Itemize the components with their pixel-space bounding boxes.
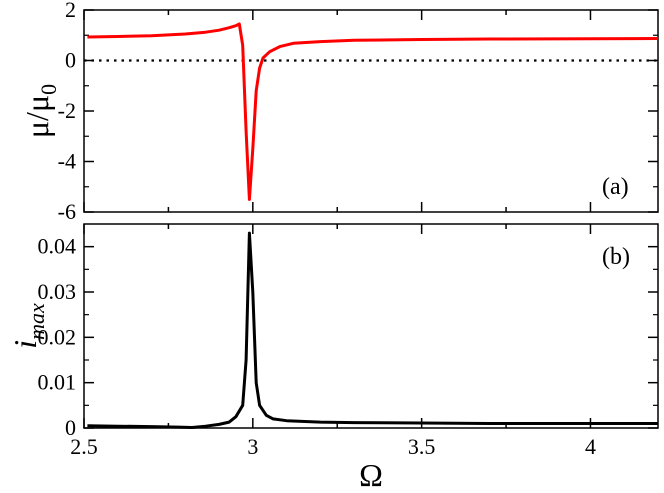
panel-a-label: (a): [602, 174, 629, 200]
x-tick-label: 3: [247, 434, 258, 459]
panel-b: 0 0.01 0.02 0.03 0.04 2.5 3 3.5 4 (b) imax Ω: [7, 223, 659, 493]
y-tick-label: -2: [58, 98, 76, 123]
panel-b-label: (b): [602, 244, 630, 270]
series-line-b-0: [87, 231, 658, 429]
y-tick-label: 0: [65, 48, 76, 73]
y-tick-label: 0.01: [38, 370, 77, 395]
x-axis-title: Ω: [359, 457, 383, 493]
panel-b-y-axis-title-sub: max: [24, 303, 49, 340]
y-tick-label: 0: [65, 415, 76, 440]
panel-b-ticks: 0 0.01 0.02 0.03 0.04 2.5 3 3.5 4: [38, 224, 658, 459]
panel-b-series: [87, 231, 658, 429]
panel-a-y-axis-title: μ/μ0: [19, 84, 61, 138]
y-tick-label: 0.03: [38, 279, 77, 304]
panel-a: -6-4-202 (a) μ/μ0: [19, 0, 659, 224]
x-tick-label: 3.5: [408, 434, 436, 459]
panel-b-y-axis-title-base: i: [7, 340, 43, 349]
panel-a-ticks: -6 -4 -2 0 2: [58, 0, 658, 224]
panel-a-y-axis-title-base: μ/μ: [19, 95, 55, 138]
panel-b-frame: [83, 223, 659, 429]
y-tick-label: 0.04: [38, 234, 77, 259]
x-tick-label: 2.5: [70, 434, 98, 459]
series-line-a-0: [87, 22, 659, 201]
y-tick-label: -6: [58, 199, 76, 224]
y-tick-label: -4: [58, 149, 76, 174]
panel-a-series: [87, 22, 659, 201]
y-tick-label: 2: [65, 0, 76, 22]
panel-a-y-axis-title-sub: 0: [36, 84, 61, 95]
y-tick-label: 0.02: [38, 324, 77, 349]
x-tick-label: 4: [585, 434, 596, 459]
panel-b-y-axis-title: imax: [7, 303, 49, 349]
